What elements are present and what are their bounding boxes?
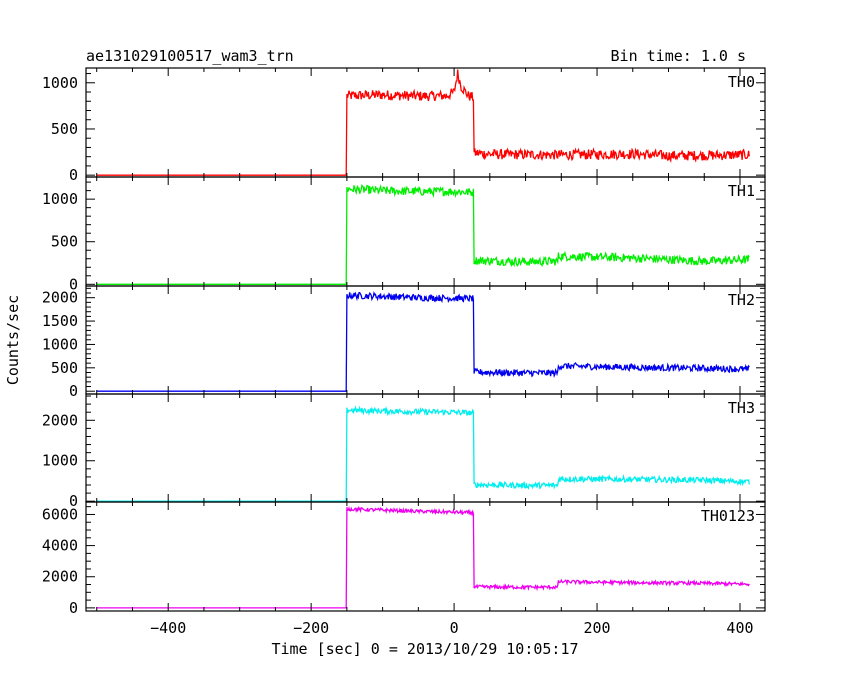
th2-panel-label: TH2: [728, 291, 755, 309]
th0-panel-frame: [85, 67, 766, 178]
th1-ytick-label: 0: [69, 275, 78, 293]
chart-title: ae131029100517_wam3_trn: [86, 47, 294, 65]
th0-ytick-label: 500: [51, 120, 78, 138]
x-tick-label: −400: [150, 619, 186, 637]
th1-panel-frame: [85, 176, 766, 287]
th3-ytick-label: 1000: [42, 452, 78, 470]
th2-ytick-label: 2000: [42, 289, 78, 307]
th2-ytick-label: 0: [69, 382, 78, 400]
th0-ytick-label: 0: [69, 166, 78, 184]
th0123-ytick-label: 4000: [42, 537, 78, 555]
th2-ytick-label: 1500: [42, 312, 78, 330]
th2-series-line: [96, 291, 750, 392]
th0123-ytick-label: 0: [69, 599, 78, 617]
th1-ytick-label: 1000: [42, 190, 78, 208]
x-tick-label: 0: [450, 619, 459, 637]
th1-series-line: [96, 184, 750, 285]
bin-time-label: Bin time: 1.0 s: [611, 47, 746, 65]
th0123-ytick-label: 6000: [42, 505, 78, 523]
x-tick-label: 200: [583, 619, 610, 637]
th1-ytick-label: 500: [51, 233, 78, 251]
th3-ytick-label: 2000: [42, 411, 78, 429]
th1-panel-label: TH1: [728, 182, 755, 200]
th2-ytick-label: 500: [51, 359, 78, 377]
y-axis-label: Counts/sec: [4, 295, 22, 385]
x-tick-label: −200: [293, 619, 329, 637]
th3-series-line: [96, 405, 750, 502]
th3-panel-label: TH3: [728, 399, 755, 417]
th0123-series-line: [96, 505, 750, 609]
th2-panel-frame: [85, 285, 766, 395]
th0-ytick-label: 1000: [42, 74, 78, 92]
x-tick-label: 400: [726, 619, 753, 637]
th0123-panel-label: TH0123: [701, 507, 755, 525]
th2-ytick-label: 1000: [42, 335, 78, 353]
th0-panel-label: TH0: [728, 73, 755, 91]
th0123-ytick-label: 2000: [42, 568, 78, 586]
th0-series-line: [96, 69, 750, 176]
x-axis-label: Time [sec] 0 = 2013/10/29 10:05:17: [271, 640, 578, 658]
th3-ytick-label: 0: [69, 492, 78, 510]
th0123-panel-frame: [85, 501, 766, 612]
